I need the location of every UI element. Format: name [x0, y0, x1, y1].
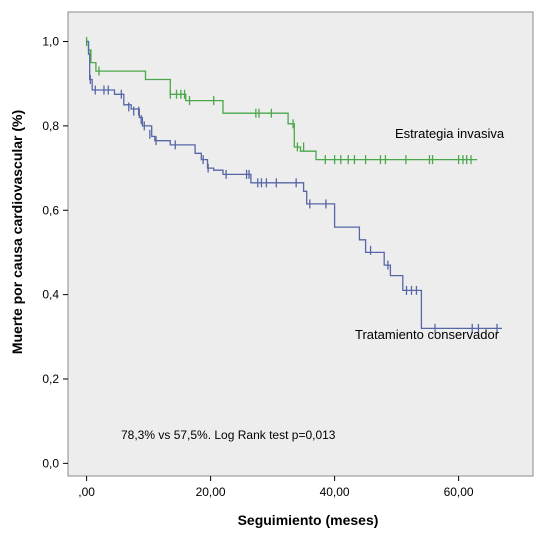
y-tick-label: 0,0 — [42, 456, 59, 470]
y-tick-label: 0,8 — [42, 119, 59, 133]
log-rank-annotation: 78,3% vs 57,5%. Log Rank test p=0,013 — [121, 428, 336, 442]
y-tick-label: 1,0 — [42, 35, 59, 49]
x-tick-label: ,00 — [78, 485, 95, 499]
y-tick-label: 0,6 — [42, 203, 59, 217]
y-axis: 0,0 0,2 0,4 0,6 0,8 1,0 — [42, 35, 68, 470]
x-axis: ,00 20,00 40,00 60,00 — [78, 476, 474, 499]
series-label-tratamiento-conservador: Tratamiento conservador — [355, 327, 500, 342]
x-tick-label: 40,00 — [320, 485, 350, 499]
series-line-tratamiento-conservador — [86, 40, 502, 330]
x-axis-title: Seguimiento (meses) — [238, 512, 379, 528]
series-layer — [85, 37, 502, 333]
series-line-estrategia-invasiva — [86, 40, 478, 161]
series-label-estrategia-invasiva: Estrategia invasiva — [395, 126, 505, 141]
y-tick-label: 0,4 — [42, 288, 59, 302]
plot-area — [67, 11, 534, 477]
x-tick-label: 60,00 — [444, 485, 474, 499]
x-tick-label: 20,00 — [196, 485, 226, 499]
y-axis-title: Muerte por causa cardiovascular (%) — [9, 110, 25, 354]
y-tick-label: 0,2 — [42, 372, 59, 386]
